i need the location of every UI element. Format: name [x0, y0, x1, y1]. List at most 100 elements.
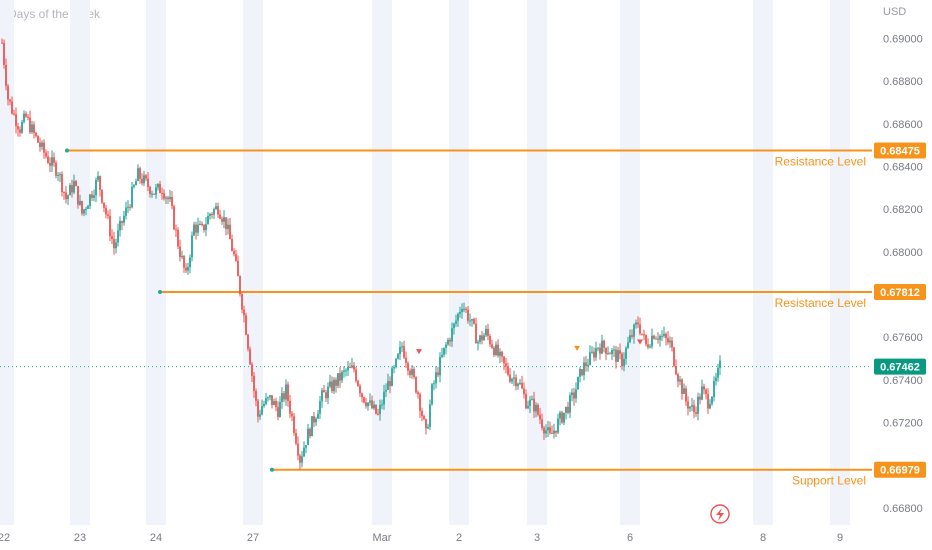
- candle-body: [271, 395, 273, 405]
- candle-body: [23, 113, 25, 122]
- candle-body: [643, 334, 645, 336]
- lightning-icon[interactable]: [710, 504, 730, 524]
- y-tick-3: 0.68400: [883, 161, 923, 173]
- candle-body: [683, 388, 685, 394]
- candle-body: [673, 347, 675, 366]
- candle-body: [237, 260, 239, 277]
- price-axis[interactable]: 0.69000 0.68800 0.68600 0.68400 0.68200 0.680…: [883, 33, 923, 515]
- candle-body: [489, 336, 491, 345]
- candle-body: [227, 224, 229, 230]
- candle-body: [63, 191, 65, 193]
- candle-body: [133, 185, 135, 187]
- candle-body: [193, 224, 195, 236]
- time-axis[interactable]: 22 23 24 27 Mar 2 3 6 8 9: [0, 532, 843, 544]
- candle-body: [409, 370, 411, 375]
- candle-body: [439, 356, 441, 376]
- candle-body: [595, 348, 597, 358]
- candle-body: [51, 157, 53, 166]
- candle-body: [7, 85, 9, 100]
- candle-body: [17, 126, 19, 130]
- grid-col-6: [527, 0, 547, 525]
- candle-body: [611, 349, 613, 355]
- candle-body: [503, 356, 505, 364]
- candle-body: [679, 379, 681, 382]
- candle-body: [347, 367, 349, 371]
- y-tick-6: 0.67600: [883, 332, 923, 344]
- candle-body: [213, 209, 215, 215]
- candle-body: [681, 379, 683, 394]
- level-labels: Resistance Level 0.68475 Resistance Level 0…: [775, 142, 926, 488]
- candle-body: [623, 358, 625, 366]
- down-marker-0: [416, 349, 422, 355]
- candle-body: [199, 223, 201, 225]
- candle-body: [247, 334, 249, 349]
- candle-body: [633, 324, 635, 337]
- grid-col-9: [830, 0, 850, 525]
- candle-body: [137, 168, 139, 181]
- candle-body: [523, 388, 525, 394]
- candle-body: [181, 256, 183, 258]
- level-price-box-1: [874, 283, 926, 300]
- candle-body: [295, 432, 297, 444]
- candle-body: [209, 213, 211, 216]
- candle-body: [245, 315, 247, 335]
- candle-body: [239, 276, 241, 295]
- candle-body: [431, 384, 433, 405]
- candle-body: [591, 351, 593, 353]
- candle-body: [437, 372, 439, 376]
- candle-body: [85, 208, 87, 210]
- candle-body: [81, 201, 83, 214]
- candle-body: [287, 384, 289, 401]
- candle-body: [225, 217, 227, 230]
- candle-body: [31, 124, 33, 133]
- candle-body: [189, 257, 191, 268]
- candle-body: [101, 189, 103, 203]
- candle-body: [441, 354, 443, 357]
- candle-body: [169, 196, 171, 200]
- last-price-label: 0.67462: [880, 362, 920, 374]
- candle-body: [269, 395, 271, 398]
- candle-body: [651, 335, 653, 347]
- y-tick-8: 0.67200: [883, 418, 923, 430]
- candle-body: [421, 410, 423, 417]
- candle-body: [1, 42, 3, 44]
- candle-body: [119, 221, 121, 231]
- candle-body: [65, 192, 67, 200]
- candle-body: [185, 267, 187, 271]
- candle-body: [257, 400, 259, 417]
- candle-body: [29, 117, 31, 133]
- candle-body: [429, 404, 431, 427]
- candle-body: [525, 393, 527, 409]
- candle-body: [153, 193, 155, 195]
- candle-body: [447, 339, 449, 345]
- candle-body: [321, 390, 323, 402]
- candle-body: [399, 346, 401, 355]
- candle-body: [103, 202, 105, 208]
- candle-body: [99, 176, 101, 190]
- candle-body: [689, 406, 691, 409]
- candle-body: [21, 121, 23, 133]
- candle-body: [607, 353, 609, 355]
- candle-body: [375, 404, 377, 414]
- candle-body: [223, 217, 225, 222]
- grid-col-8: [753, 0, 773, 525]
- candle-body: [451, 328, 453, 342]
- y-tick-9: 0.66800: [883, 503, 923, 515]
- candle-body: [391, 368, 393, 386]
- level-price-0: 0.68475: [880, 145, 920, 157]
- candle-body: [555, 430, 557, 433]
- candle-body: [461, 309, 463, 313]
- candle-body: [265, 398, 267, 404]
- candle-body: [383, 391, 385, 405]
- candle-body: [453, 323, 455, 329]
- candle-body: [379, 404, 381, 415]
- candle-body: [397, 354, 399, 359]
- level-price-1: 0.67812: [880, 287, 920, 299]
- y-tick-7: 0.67400: [883, 375, 923, 387]
- candle-body: [109, 215, 111, 237]
- candle-body: [33, 124, 35, 133]
- candle-body: [395, 358, 397, 368]
- candle-body: [635, 322, 637, 325]
- x-tick-5: 2: [456, 532, 462, 544]
